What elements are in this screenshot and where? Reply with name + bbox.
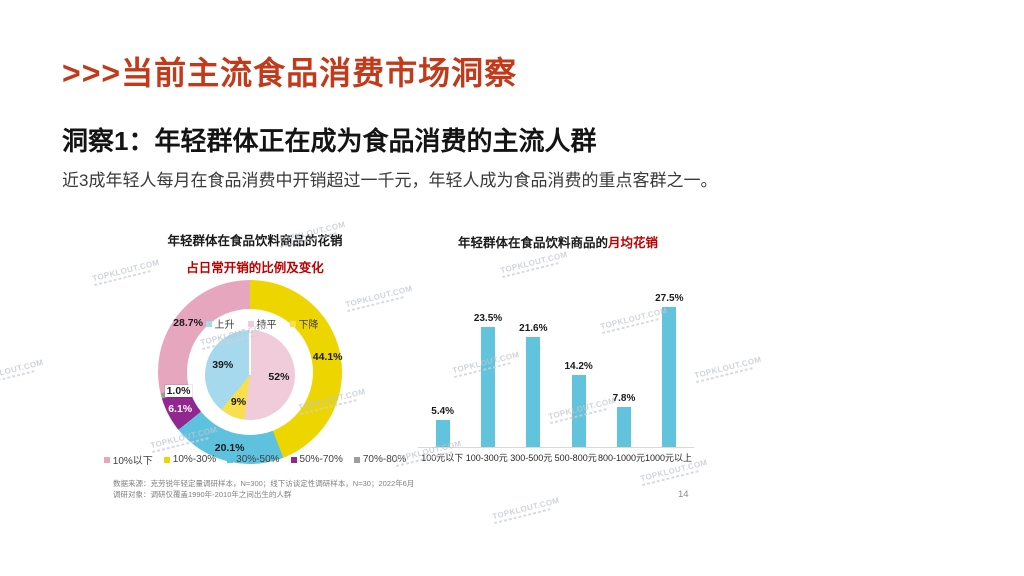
bar-column: 7.8% [601, 288, 646, 447]
bar [526, 336, 541, 447]
bar-column: 27.5% [647, 288, 692, 447]
donut-plot-area: 上升 持平 下降 44.1% 20.1% 6.1% 1.0% 28.7% 52% 9% 39% [110, 230, 400, 480]
legend-swatch-icon [289, 320, 296, 327]
watermark-text: TOPKLOUT.COM [0, 357, 45, 384]
donut-legend: 10%以下 10%-30% 30%-50% 50%-70% 70%-80% [103, 452, 406, 467]
donut-chart-subtitle: 占日常开销的比例及变化 [186, 261, 324, 275]
bar-value-label: 5.4% [431, 405, 455, 417]
bar-chart-title: 年轻群体在食品饮料商品的月均花销 [408, 232, 708, 251]
legend-swatch-icon [163, 456, 170, 463]
bar [435, 419, 450, 447]
page-number: 14 [678, 489, 689, 500]
legend-label: 70%-80% [362, 454, 407, 465]
legend-label: 持平 [256, 320, 277, 331]
x-axis-labels: 100元以下 100-300元 300-500元 500-800元 800-1000元 1… [420, 451, 692, 464]
bar-column: 23.5% [465, 288, 510, 447]
bar [480, 327, 495, 447]
bar-chart-title-highlight: 月均花销 [608, 236, 659, 250]
legend-item: 持平 [247, 316, 277, 331]
x-axis-category-label: 1000元以上 [644, 453, 693, 463]
insight-description: 近3成年轻人每月在食品消费中开销超过一千元，年轻人成为食品消费的重点客群之一。 [62, 171, 718, 190]
segment-value-label: 1.0% [164, 385, 193, 398]
x-axis-category-label: 100元以下 [421, 453, 464, 463]
x-axis-category-label: 800-1000元 [597, 453, 645, 463]
x-axis-line [418, 447, 694, 448]
bar-value-label: 23.5% [473, 313, 503, 325]
spending-share-donut-chart: 年轻群体在食品饮料商品的花销 占日常开销的比例及变化 上升 持平 下降 44.1% 2… [103, 230, 406, 480]
segment-value-label: 6.1% [168, 402, 193, 415]
segment-value-label: 39% [212, 359, 234, 372]
page-title: >>>当前主流食品消费市场洞察 [62, 55, 518, 91]
bar-value-label: 7.8% [612, 393, 636, 405]
legend-item: 50%-70% [290, 452, 343, 467]
watermark-subline [493, 508, 552, 525]
legend-label: 上升 [214, 320, 235, 331]
legend-swatch-icon [205, 320, 212, 327]
bar-value-label: 27.5% [655, 292, 684, 304]
pie-divider-line [249, 330, 251, 375]
legend-item: 10%-30% [163, 452, 217, 467]
source-line-2: 调研对象：调研仅覆盖1990年-2010年之间出生的人群 [113, 489, 292, 499]
segment-value-label: 20.1% [214, 442, 245, 455]
x-axis-category-label: 300-500元 [510, 453, 553, 463]
source-line-1: 数据来源：克劳锐年轻定量调研样本，N=300；线下访谈定性调研样本，N=30；2… [113, 479, 415, 488]
bar-column: 14.2% [556, 288, 601, 447]
watermark-text: TOPKLOUT.COM [491, 495, 561, 522]
legend-swatch-icon [353, 456, 360, 463]
legend-label: 10%-30% [172, 454, 217, 465]
bar-column: 5.4% [420, 288, 465, 447]
bar [662, 306, 677, 447]
bar-value-label: 14.2% [564, 360, 593, 372]
bar [616, 407, 631, 447]
legend-swatch-icon [290, 456, 297, 463]
legend-item: 30%-50% [227, 452, 280, 467]
data-source-note: 数据来源：克劳锐年轻定量调研样本，N=300；线下访谈定性调研样本，N=30；2… [113, 479, 414, 500]
legend-swatch-icon [247, 320, 254, 327]
watermark-subline [641, 470, 700, 487]
watermark: TOPKLOUT.COM [491, 495, 562, 525]
watermark-subline [0, 370, 36, 387]
legend-label: 30%-50% [236, 454, 280, 465]
bar-chart-title-prefix: 年轻群体在食品饮料商品的 [457, 236, 608, 250]
monthly-spending-bar-chart: 年轻群体在食品饮料商品的月均花销 5.4% 23.5% 21.6% 14.2% 7.8%… [408, 232, 708, 472]
legend-item: 70%-80% [353, 452, 407, 467]
legend-item: 下降 [289, 316, 319, 331]
watermark: TOPKLOUT.COM [0, 357, 45, 387]
legend-label: 10%以下 [112, 456, 153, 467]
insight-heading: 洞察1：年轻群体正在成为食品消费的主流人群 [62, 126, 597, 156]
segment-value-label: 52% [268, 370, 290, 383]
x-axis-category-label: 500-800元 [554, 453, 597, 463]
inner-pie-legend: 上升 持平 下降 [110, 316, 400, 331]
legend-item: 上升 [205, 316, 235, 331]
bars-plot-area: 5.4% 23.5% 21.6% 14.2% 7.8% 27.5% [420, 288, 692, 447]
bar-column: 21.6% [511, 288, 556, 447]
segment-value-label: 44.1% [312, 351, 343, 364]
bar [571, 374, 586, 447]
legend-label: 50%-70% [299, 454, 343, 465]
legend-swatch-icon [103, 456, 110, 463]
legend-label: 下降 [298, 320, 319, 331]
x-axis-category-label: 100-300元 [465, 453, 508, 463]
segment-value-label: 28.7% [173, 316, 203, 329]
segment-value-label: 9% [230, 395, 247, 408]
bar-value-label: 21.6% [519, 322, 548, 334]
legend-item: 10%以下 [103, 452, 153, 467]
legend-swatch-icon [227, 456, 234, 463]
